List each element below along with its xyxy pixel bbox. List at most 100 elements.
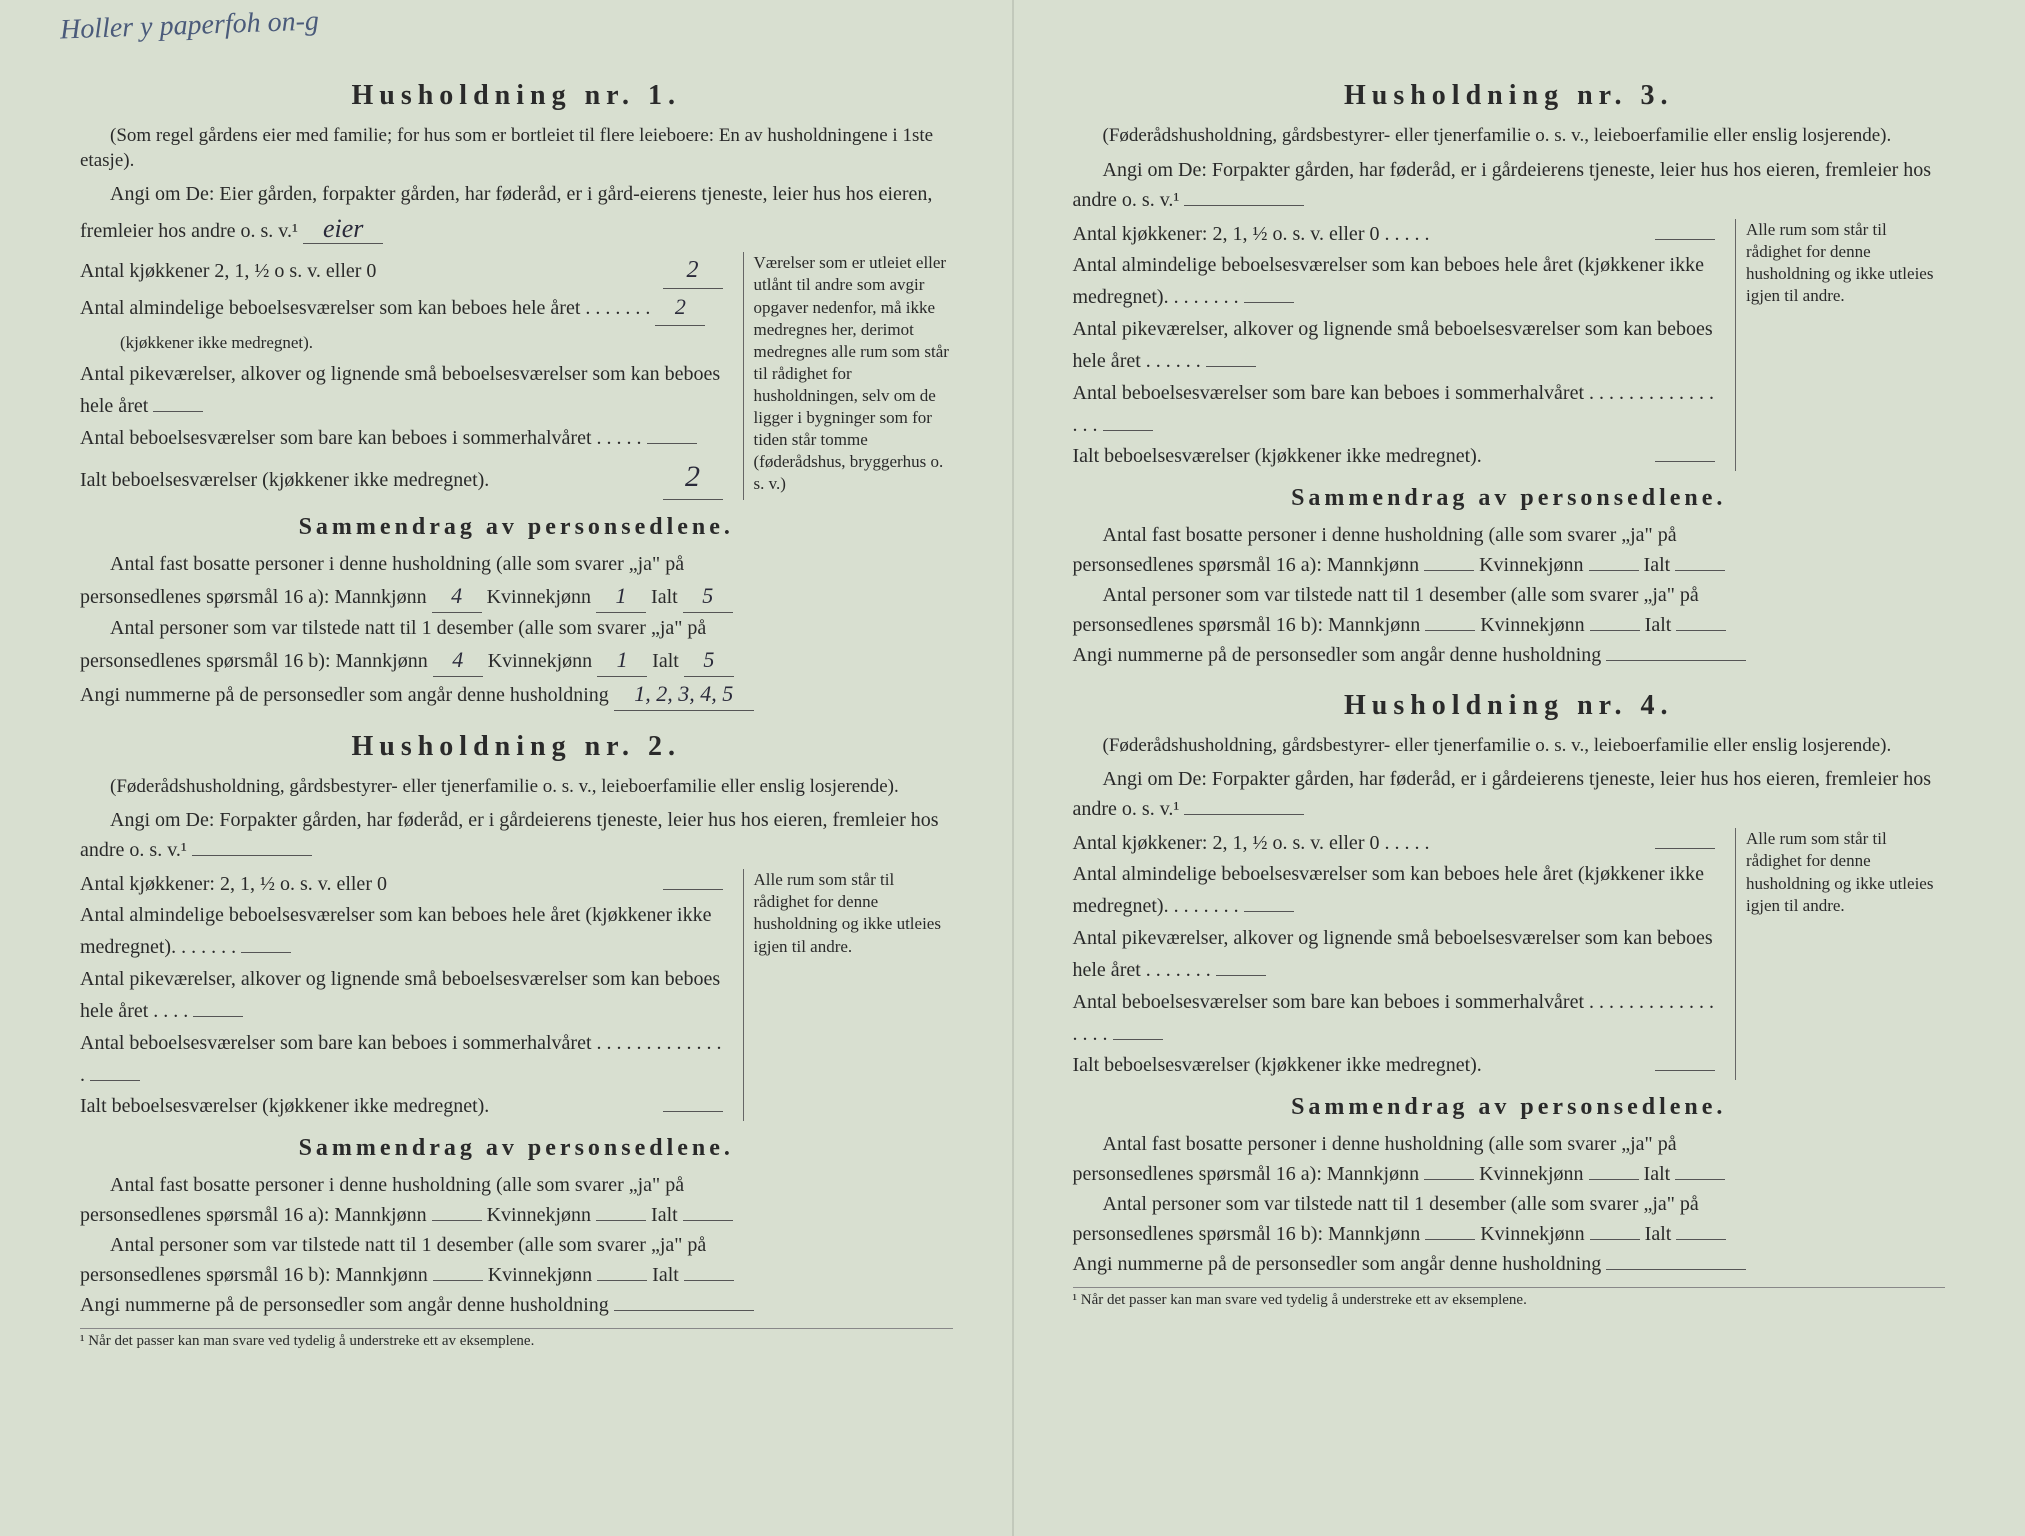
h1-ialt-a: 5 — [683, 579, 733, 613]
h4-kvinne-lbl2: Kvinnekjønn — [1480, 1223, 1584, 1245]
h2-ialt-lbl: Ialt — [651, 1204, 678, 1226]
h2-nummer-val — [614, 1310, 754, 1311]
h1-kjokken-row: Antal kjøkkener 2, 1, ½ o s. v. eller 0 … — [80, 252, 723, 289]
h4-sommer-label: Antal beboelsesværelser som bare kan beb… — [1073, 991, 1715, 1045]
h4-pike-row: Antal pikeværelser, alkover og lignende … — [1073, 922, 1716, 986]
h3-pike-row: Antal pikeværelser, alkover og lignende … — [1073, 313, 1716, 377]
h3-title: Husholdning nr. 3. — [1073, 80, 1946, 112]
h4-sommer-val — [1113, 1039, 1163, 1040]
h2-ialt-b — [684, 1280, 734, 1281]
h3-kvinne-a — [1589, 570, 1639, 571]
h3-sammendrag-title: Sammendrag av personsedlene. — [1073, 485, 1946, 512]
h4-s-line4: personsedlenes spørsmål 16 b): Mannkjønn… — [1073, 1219, 1946, 1249]
h2-ialt-row: Ialt beboelsesværelser (kjøkkener ikke m… — [80, 1091, 723, 1121]
h3-sommer-val — [1103, 430, 1153, 431]
h2-s-line4: personsedlenes spørsmål 16 b): Mannkjønn… — [80, 1260, 953, 1290]
h3-nummer-val — [1606, 660, 1746, 661]
h1-alm-row: Antal almindelige beboelsesværelser som … — [80, 289, 723, 357]
h1-s-line4: personsedlenes spørsmål 16 b): Mannkjønn… — [80, 643, 953, 677]
h2-mann-a — [432, 1220, 482, 1221]
h2-angi: Angi om De: Forpakter gården, har føderå… — [80, 805, 953, 865]
h3-sommer-row: Antal beboelsesværelser som bare kan beb… — [1073, 377, 1716, 441]
h1-nummer-label: Angi nummerne på de personsedler som ang… — [80, 684, 609, 706]
h2-alm-val — [241, 952, 291, 953]
household-2: Husholdning nr. 2. (Føderådshusholdning,… — [80, 731, 953, 1321]
h4-sommer-row: Antal beboelsesværelser som bare kan beb… — [1073, 986, 1716, 1050]
h2-pike-val — [193, 1016, 243, 1017]
h3-kvinne-lbl: Kvinnekjønn — [1479, 554, 1583, 576]
h3-s-line1: Antal fast bosatte personer i denne hush… — [1073, 520, 1946, 550]
h2-pike-label: Antal pikeværelser, alkover og lignende … — [80, 968, 720, 1022]
household-1: Husholdning nr. 1. (Som regel gårdens ei… — [80, 80, 953, 711]
h4-s-line2-pre: personsedlenes spørsmål 16 a): Mannkjønn — [1073, 1163, 1420, 1185]
h4-ialt-lbl: Ialt — [1644, 1163, 1671, 1185]
h2-sammendrag-title: Sammendrag av personsedlene. — [80, 1135, 953, 1162]
h2-kvinne-lbl2: Kvinnekjønn — [488, 1264, 592, 1286]
h2-sommer-label: Antal beboelsesværelser som bare kan beb… — [80, 1032, 722, 1086]
h2-s-line1: Antal fast bosatte personer i denne hush… — [80, 1170, 953, 1200]
h4-s-line1: Antal fast bosatte personer i denne hush… — [1073, 1129, 1946, 1159]
h4-rooms-block: Antal kjøkkener: 2, 1, ½ o. s. v. eller … — [1073, 828, 1946, 1080]
h2-s-line4-pre: personsedlenes spørsmål 16 b): Mannkjønn — [80, 1264, 428, 1286]
h4-alm-label: Antal almindelige beboelsesværelser som … — [1073, 863, 1704, 917]
h1-sommer-row: Antal beboelsesværelser som bare kan beb… — [80, 422, 723, 454]
h1-s-line4-pre: personsedlenes spørsmål 16 b): Mannkjønn — [80, 650, 428, 672]
h3-pike-val — [1206, 366, 1256, 367]
h1-alm-note: (kjøkkener ikke medregnet). — [80, 329, 313, 356]
h2-ialt-lbl2: Ialt — [652, 1264, 679, 1286]
h3-alm-label: Antal almindelige beboelsesværelser som … — [1073, 254, 1704, 308]
h3-ialt-row: Ialt beboelsesværelser (kjøkkener ikke m… — [1073, 441, 1716, 471]
h1-s-line2: personsedlenes spørsmål 16 a): Mannkjønn… — [80, 579, 953, 613]
h2-ialt-val — [663, 1111, 723, 1112]
h2-sommer-val — [90, 1080, 140, 1081]
h4-kjokken-label: Antal kjøkkener: 2, 1, ½ o. s. v. eller … — [1073, 828, 1656, 858]
right-page: Husholdning nr. 3. (Føderådshusholdning,… — [1043, 40, 1976, 1496]
h3-kvinne-b — [1590, 630, 1640, 631]
h2-angi-answer — [192, 855, 312, 856]
h4-pike-val — [1216, 975, 1266, 976]
left-footnote: ¹ Når det passer kan man svare ved tydel… — [80, 1328, 953, 1350]
h3-mann-a — [1424, 570, 1474, 571]
h1-sommer-val — [647, 443, 697, 444]
h2-mann-b — [433, 1280, 483, 1281]
h1-sammendrag-title: Sammendrag av personsedlene. — [80, 514, 953, 541]
h3-s-line2-pre: personsedlenes spørsmål 16 a): Mannkjønn — [1073, 554, 1420, 576]
h4-ialt-row: Ialt beboelsesværelser (kjøkkener ikke m… — [1073, 1050, 1716, 1080]
h3-ialt-val — [1655, 461, 1715, 462]
h3-nummer-row: Angi nummerne på de personsedler som ang… — [1073, 640, 1946, 670]
h3-angi: Angi om De: Forpakter gården, har føderå… — [1073, 155, 1946, 215]
h1-s-line3: Antal personer som var tilstede natt til… — [80, 613, 953, 643]
h4-ialt-val — [1655, 1070, 1715, 1071]
h1-ialt-b: 5 — [684, 643, 734, 677]
h3-kvinne-lbl2: Kvinnekjønn — [1480, 614, 1584, 636]
h2-alm-label: Antal almindelige beboelsesværelser som … — [80, 904, 711, 958]
h1-sidenote: Værelser som er utleiet eller utlånt til… — [743, 252, 953, 499]
h3-angi-answer — [1184, 205, 1304, 206]
h4-kjokken-val — [1655, 848, 1715, 849]
h3-s-line4: personsedlenes spørsmål 16 b): Mannkjønn… — [1073, 610, 1946, 640]
h2-kjokken-val — [663, 889, 723, 890]
h1-kvinne-lbl: Kvinnekjønn — [487, 586, 591, 608]
h2-rooms-block: Antal kjøkkener: 2, 1, ½ o. s. v. eller … — [80, 869, 953, 1121]
h1-s-line1: Antal fast bosatte personer i denne hush… — [80, 549, 953, 579]
h4-nummer-val — [1606, 1269, 1746, 1270]
h4-nummer-label: Angi nummerne på de personsedler som ang… — [1073, 1253, 1602, 1275]
h1-kvinne-lbl2: Kvinnekjønn — [488, 650, 592, 672]
h1-pike-row: Antal pikeværelser, alkover og lignende … — [80, 358, 723, 422]
h1-mann-b: 4 — [433, 643, 483, 677]
left-page: Husholdning nr. 1. (Som regel gårdens ei… — [50, 40, 983, 1496]
h2-kvinne-lbl: Kvinnekjønn — [487, 1204, 591, 1226]
h4-ialt-label: Ialt beboelsesværelser (kjøkkener ikke m… — [1073, 1050, 1656, 1080]
household-4: Husholdning nr. 4. (Føderådshusholdning,… — [1073, 690, 1946, 1280]
h3-s-line4-pre: personsedlenes spørsmål 16 b): Mannkjønn — [1073, 614, 1421, 636]
h3-ialt-b — [1676, 630, 1726, 631]
h3-sidenote: Alle rum som står til rådighet for denne… — [1735, 219, 1945, 471]
h3-kjokken-val — [1655, 239, 1715, 240]
h4-ialt-a — [1675, 1179, 1725, 1180]
h4-s-line3: Antal personer som var tilstede natt til… — [1073, 1189, 1946, 1219]
page-fold — [1012, 0, 1014, 1536]
h3-ialt-a — [1675, 570, 1725, 571]
right-footnote: ¹ Når det passer kan man svare ved tydel… — [1073, 1287, 1946, 1309]
h3-s-line3: Antal personer som var tilstede natt til… — [1073, 580, 1946, 610]
h4-nummer-row: Angi nummerne på de personsedler som ang… — [1073, 1249, 1946, 1279]
